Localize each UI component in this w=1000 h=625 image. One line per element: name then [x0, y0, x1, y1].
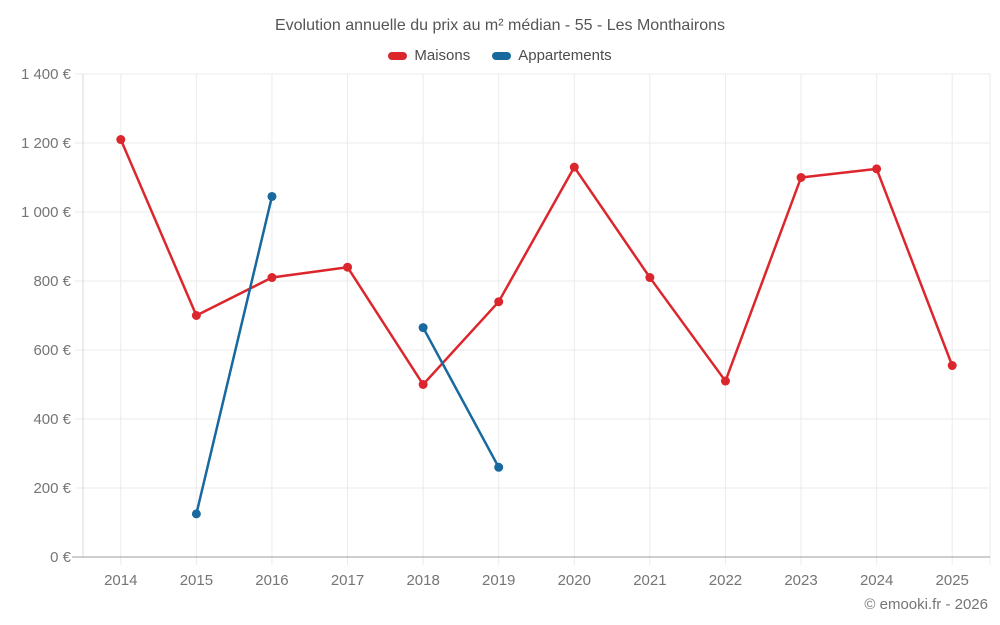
- data-point-maisons-2015[interactable]: [191, 311, 201, 320]
- x-tick-label: 2022: [709, 572, 742, 589]
- legend-item-appartements[interactable]: Appartements: [492, 47, 612, 64]
- y-tick-label: 600 €: [33, 342, 71, 359]
- legend-label-maisons: Maisons: [414, 47, 471, 64]
- legend-swatch-maisons: [388, 51, 408, 60]
- legend: Maisons Appartements: [0, 47, 1000, 64]
- data-point-maisons-2019[interactable]: [494, 297, 504, 307]
- data-point-maisons-2020[interactable]: [569, 162, 579, 172]
- y-tick-label: 1 200 €: [21, 135, 72, 152]
- legend-item-maisons[interactable]: Maisons: [388, 47, 470, 64]
- series-line-appartements: [195, 195, 274, 516]
- data-point-appartements-2015[interactable]: [191, 509, 201, 519]
- series-line-maisons: [119, 138, 954, 386]
- y-tick-label: 0 €: [50, 549, 72, 566]
- data-point-maisons-2021[interactable]: [645, 273, 655, 283]
- data-point-maisons-2016[interactable]: [267, 273, 277, 283]
- x-tick-label: 2017: [331, 572, 364, 589]
- legend-swatch-appartements: [492, 51, 512, 60]
- data-point-maisons-2022[interactable]: [720, 376, 730, 386]
- data-point-maisons-2025[interactable]: [947, 361, 957, 371]
- data-point-maisons-2018[interactable]: [418, 380, 428, 389]
- x-tick-label: 2025: [936, 572, 969, 589]
- series-line-appartements: [421, 326, 500, 469]
- y-tick-label: 200 €: [33, 480, 71, 497]
- data-point-appartements-2018[interactable]: [418, 323, 428, 333]
- data-point-maisons-2017[interactable]: [343, 262, 353, 272]
- y-tick-label: 400 €: [33, 411, 71, 428]
- data-point-maisons-2024[interactable]: [872, 164, 882, 174]
- y-tick-label: 1 400 €: [21, 66, 72, 83]
- x-tick-label: 2019: [482, 572, 515, 589]
- copyright-text: © emooki.fr - 2026: [864, 596, 988, 613]
- data-point-appartements-2016[interactable]: [267, 191, 277, 201]
- data-point-maisons-2014[interactable]: [116, 135, 126, 145]
- data-point-appartements-2019[interactable]: [494, 462, 504, 472]
- x-tick-label: 2021: [633, 572, 666, 589]
- x-tick-label: 2020: [558, 572, 591, 589]
- x-tick-label: 2023: [784, 572, 817, 589]
- x-tick-label: 2018: [406, 572, 439, 589]
- x-tick-label: 2016: [255, 572, 288, 589]
- y-tick-label: 1 000 €: [21, 204, 72, 221]
- x-tick-label: 2015: [180, 572, 213, 589]
- x-tick-label: 2014: [104, 572, 137, 589]
- legend-label-appartements: Appartements: [518, 47, 612, 64]
- y-tick-label: 800 €: [33, 273, 71, 290]
- x-tick-label: 2024: [860, 572, 893, 589]
- data-point-maisons-2023[interactable]: [796, 173, 806, 182]
- chart-title: Evolution annuelle du prix au m² médian …: [274, 17, 726, 34]
